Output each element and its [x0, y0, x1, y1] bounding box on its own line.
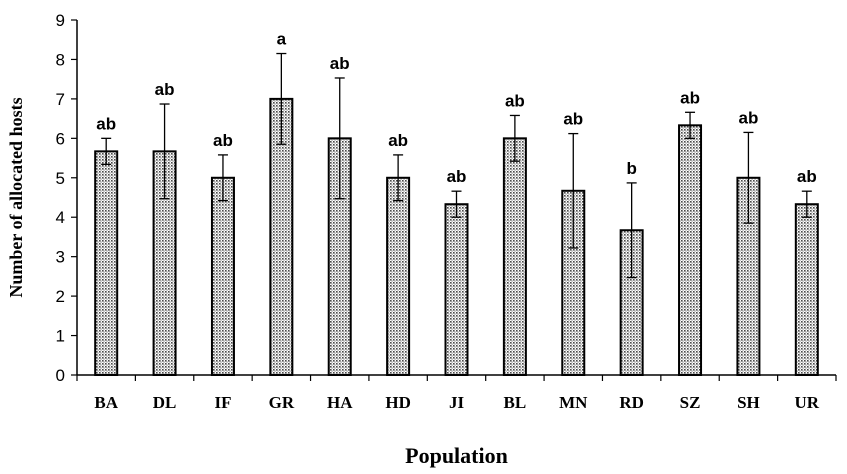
bar-hd — [386, 176, 411, 376]
bar-ba — [94, 150, 119, 376]
y-tick-label: 7 — [56, 90, 65, 109]
y-tick-label: 8 — [56, 50, 65, 69]
bars-layer: ab ab ab a ab ab ab ab ab b ab ab ab — [94, 30, 819, 376]
y-tick-label: 9 — [56, 11, 65, 30]
significance-label: ab — [213, 131, 233, 150]
y-tick-label: 5 — [56, 169, 65, 188]
significance-label: ab — [797, 167, 817, 186]
y-tick-label: 0 — [56, 366, 65, 385]
x-tick-label: HA — [327, 393, 353, 412]
y-tick-label: 4 — [56, 208, 65, 227]
x-tick-label: SZ — [680, 393, 701, 412]
y-ticks: 0 1 2 3 4 5 6 7 8 9 — [56, 11, 77, 385]
y-tick-label: 1 — [56, 327, 65, 346]
significance-label: ab — [505, 91, 525, 110]
x-tick-label: BL — [504, 393, 527, 412]
y-tick-label: 6 — [56, 129, 65, 148]
significance-label: ab — [563, 110, 583, 129]
x-tick-label: IF — [214, 393, 231, 412]
x-tick-label: GR — [269, 393, 295, 412]
x-ticks: BA DL IF GR HA HD JI BL MN RD SZ SH UR — [76, 375, 837, 412]
bar-if — [210, 176, 235, 376]
x-tick-label: MN — [559, 393, 588, 412]
significance-label: ab — [739, 108, 759, 127]
bar-ji — [444, 203, 469, 376]
significance-label: b — [626, 159, 636, 178]
x-tick-label: BA — [94, 393, 118, 412]
y-tick-label: 2 — [56, 287, 65, 306]
y-tick-label: 3 — [56, 248, 65, 267]
x-tick-label: JI — [449, 393, 465, 412]
x-axis-label: Population — [405, 443, 508, 468]
bar-sz — [678, 124, 703, 376]
y-axis-label: Number of allocated hosts — [6, 97, 26, 297]
x-tick-label: UR — [795, 393, 820, 412]
x-tick-label: DL — [153, 393, 177, 412]
x-tick-label: RD — [619, 393, 644, 412]
x-tick-label: SH — [737, 393, 760, 412]
significance-label: ab — [155, 80, 175, 99]
significance-label: ab — [447, 167, 467, 186]
significance-label: ab — [388, 131, 408, 150]
x-tick-label: HD — [385, 393, 411, 412]
significance-label: ab — [96, 114, 116, 133]
axes-layer — [76, 20, 836, 376]
bar-ur — [794, 203, 819, 376]
significance-label: ab — [330, 54, 350, 73]
significance-label: ab — [680, 88, 700, 107]
bar-bl — [502, 137, 527, 376]
significance-label: a — [277, 30, 287, 49]
